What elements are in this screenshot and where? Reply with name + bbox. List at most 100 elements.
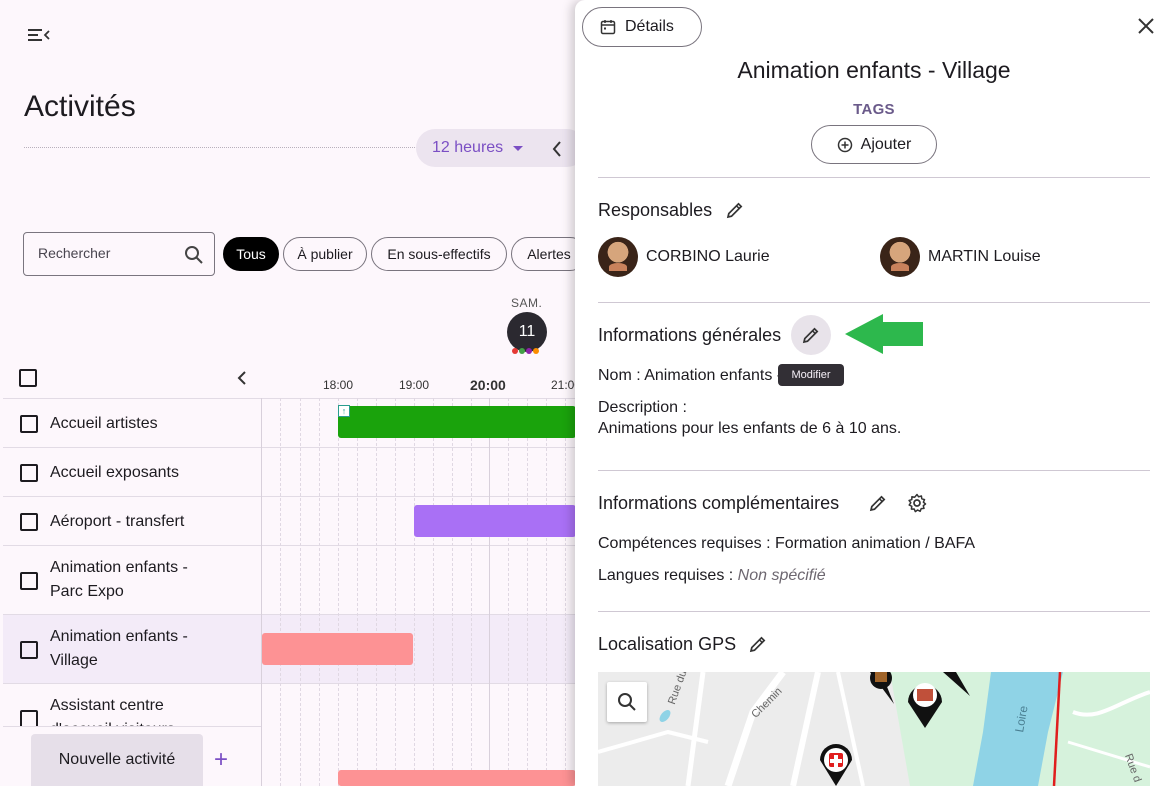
section-divider — [598, 177, 1150, 178]
add-tag-label: Ajouter — [860, 135, 912, 153]
skills-key: Compétences requises : — [598, 535, 771, 552]
edit-pencil-icon[interactable] — [801, 325, 821, 345]
activity-label[interactable]: Animation enfants - Parc Expo — [50, 559, 188, 600]
responsable-item[interactable]: MARTIN Louise — [880, 237, 1041, 277]
time-label: 18:00 — [323, 378, 354, 392]
day-status-dots — [512, 348, 539, 354]
responsable-name: MARTIN Louise — [928, 248, 1041, 265]
grid-line — [376, 398, 377, 786]
panel-title: Animation enfants - Village — [737, 57, 1011, 83]
add-activity-button[interactable]: + — [214, 746, 229, 773]
activity-row[interactable]: Animation enfants - Parc Expo — [3, 545, 576, 614]
description-value: Animations pour les enfants de 6 à 10 an… — [598, 420, 902, 437]
chevron-left-icon[interactable] — [550, 139, 564, 159]
title-divider — [24, 147, 419, 148]
row-checkbox[interactable] — [20, 572, 38, 590]
activity-label[interactable]: Animation enfants - Village — [50, 628, 188, 669]
avatar — [880, 237, 920, 277]
activity-bar-salmon[interactable] — [262, 633, 413, 665]
search-icon[interactable] — [184, 245, 204, 265]
section-divider — [598, 611, 1150, 612]
chevron-left-icon[interactable] — [236, 369, 248, 387]
avatar — [598, 237, 638, 277]
day-name: SAM. — [511, 296, 543, 310]
grid-line — [338, 398, 339, 786]
details-label: Détails — [625, 18, 674, 35]
description-key: Description : — [598, 399, 687, 416]
activity-label[interactable]: Accueil exposants — [50, 464, 179, 481]
edit-pencil-icon[interactable] — [748, 634, 768, 654]
edit-button-hover[interactable] — [791, 315, 831, 355]
complementary-info-title: Informations complémentaires — [598, 493, 840, 513]
languages-line: Langues requises : Non spécifié — [598, 567, 826, 585]
general-info-title: Informations générales — [598, 325, 782, 345]
grid-line — [452, 398, 453, 786]
row-checkbox[interactable] — [20, 513, 38, 531]
gps-title: Localisation GPS — [598, 634, 737, 654]
section-divider — [598, 302, 1150, 303]
skills-value: Formation animation / BAFA — [774, 535, 976, 552]
gps-map[interactable]: Rue du Collège Chemin Loire Rue d — [598, 672, 1150, 786]
activity-label[interactable]: Accueil artistes — [50, 415, 158, 432]
grid-line — [261, 398, 262, 786]
search-icon — [618, 693, 636, 711]
arrow-left-icon — [845, 314, 923, 354]
status-dot — [533, 348, 539, 354]
activity-bar-green[interactable] — [338, 406, 576, 438]
caret-down-icon[interactable] — [513, 146, 523, 151]
range-label[interactable]: 12 heures — [432, 139, 504, 156]
calendar-icon — [600, 20, 616, 35]
day-number-badge[interactable]: 11 — [507, 312, 547, 352]
grid-line — [546, 398, 547, 786]
grid-line — [433, 398, 434, 786]
grid-line — [489, 398, 490, 786]
grid-line — [471, 398, 472, 786]
languages-key: Langues requises : — [598, 567, 734, 584]
details-button[interactable]: Détails — [582, 7, 702, 47]
activity-bar-salmon[interactable] — [338, 770, 576, 786]
publish-icon: ↑ — [338, 405, 350, 417]
row-checkbox[interactable] — [20, 464, 38, 482]
status-dot — [512, 348, 518, 354]
search-field[interactable] — [23, 232, 215, 276]
time-label: 21:00 — [551, 378, 582, 392]
edit-pencil-icon[interactable] — [725, 200, 745, 220]
activity-row[interactable]: Accueil exposants — [3, 447, 576, 496]
responsable-name: CORBINO Laurie — [646, 248, 770, 265]
responsable-item[interactable]: CORBINO Laurie — [598, 237, 770, 277]
activity-label[interactable]: Aéroport - transfert — [50, 513, 185, 530]
add-circle-icon — [837, 137, 852, 152]
filter-chip-understaffed[interactable]: En sous-effectifs — [371, 237, 507, 271]
filter-chip-to-publish[interactable]: À publier — [283, 237, 367, 271]
select-all-checkbox[interactable] — [19, 369, 37, 387]
status-dot — [519, 348, 525, 354]
gear-icon[interactable] — [907, 493, 927, 513]
section-divider — [598, 470, 1150, 471]
status-dot — [526, 348, 532, 354]
filter-chip-alerts[interactable]: Alertes — [511, 237, 587, 271]
tags-heading: TAGS — [853, 101, 895, 118]
map-search-button[interactable] — [607, 682, 647, 722]
row-checkbox[interactable] — [20, 415, 38, 433]
time-label: 20:00 — [470, 377, 506, 393]
modify-tooltip: Modifier — [778, 364, 844, 386]
grid-line — [508, 398, 509, 786]
range-selector[interactable] — [416, 129, 586, 167]
grid-line — [357, 398, 358, 786]
search-input[interactable] — [38, 245, 178, 261]
grid-line — [414, 398, 415, 786]
languages-value: Non spécifié — [737, 567, 826, 584]
close-icon[interactable] — [1137, 17, 1155, 35]
menu-collapse-icon[interactable] — [28, 26, 50, 44]
row-checkbox[interactable] — [20, 641, 38, 659]
new-activity-button[interactable]: Nouvelle activité — [31, 734, 203, 786]
add-tag-button[interactable]: Ajouter — [811, 125, 937, 164]
grid-line — [395, 398, 396, 786]
filter-chip-all[interactable]: Tous — [223, 237, 279, 271]
time-label: 19:00 — [399, 378, 430, 392]
edit-pencil-icon[interactable] — [868, 493, 888, 513]
grid-line — [527, 398, 528, 786]
map-canvas[interactable] — [598, 672, 1150, 786]
skills-line: Compétences requises : Formation animati… — [598, 535, 975, 553]
activity-bar-purple[interactable] — [414, 505, 576, 537]
